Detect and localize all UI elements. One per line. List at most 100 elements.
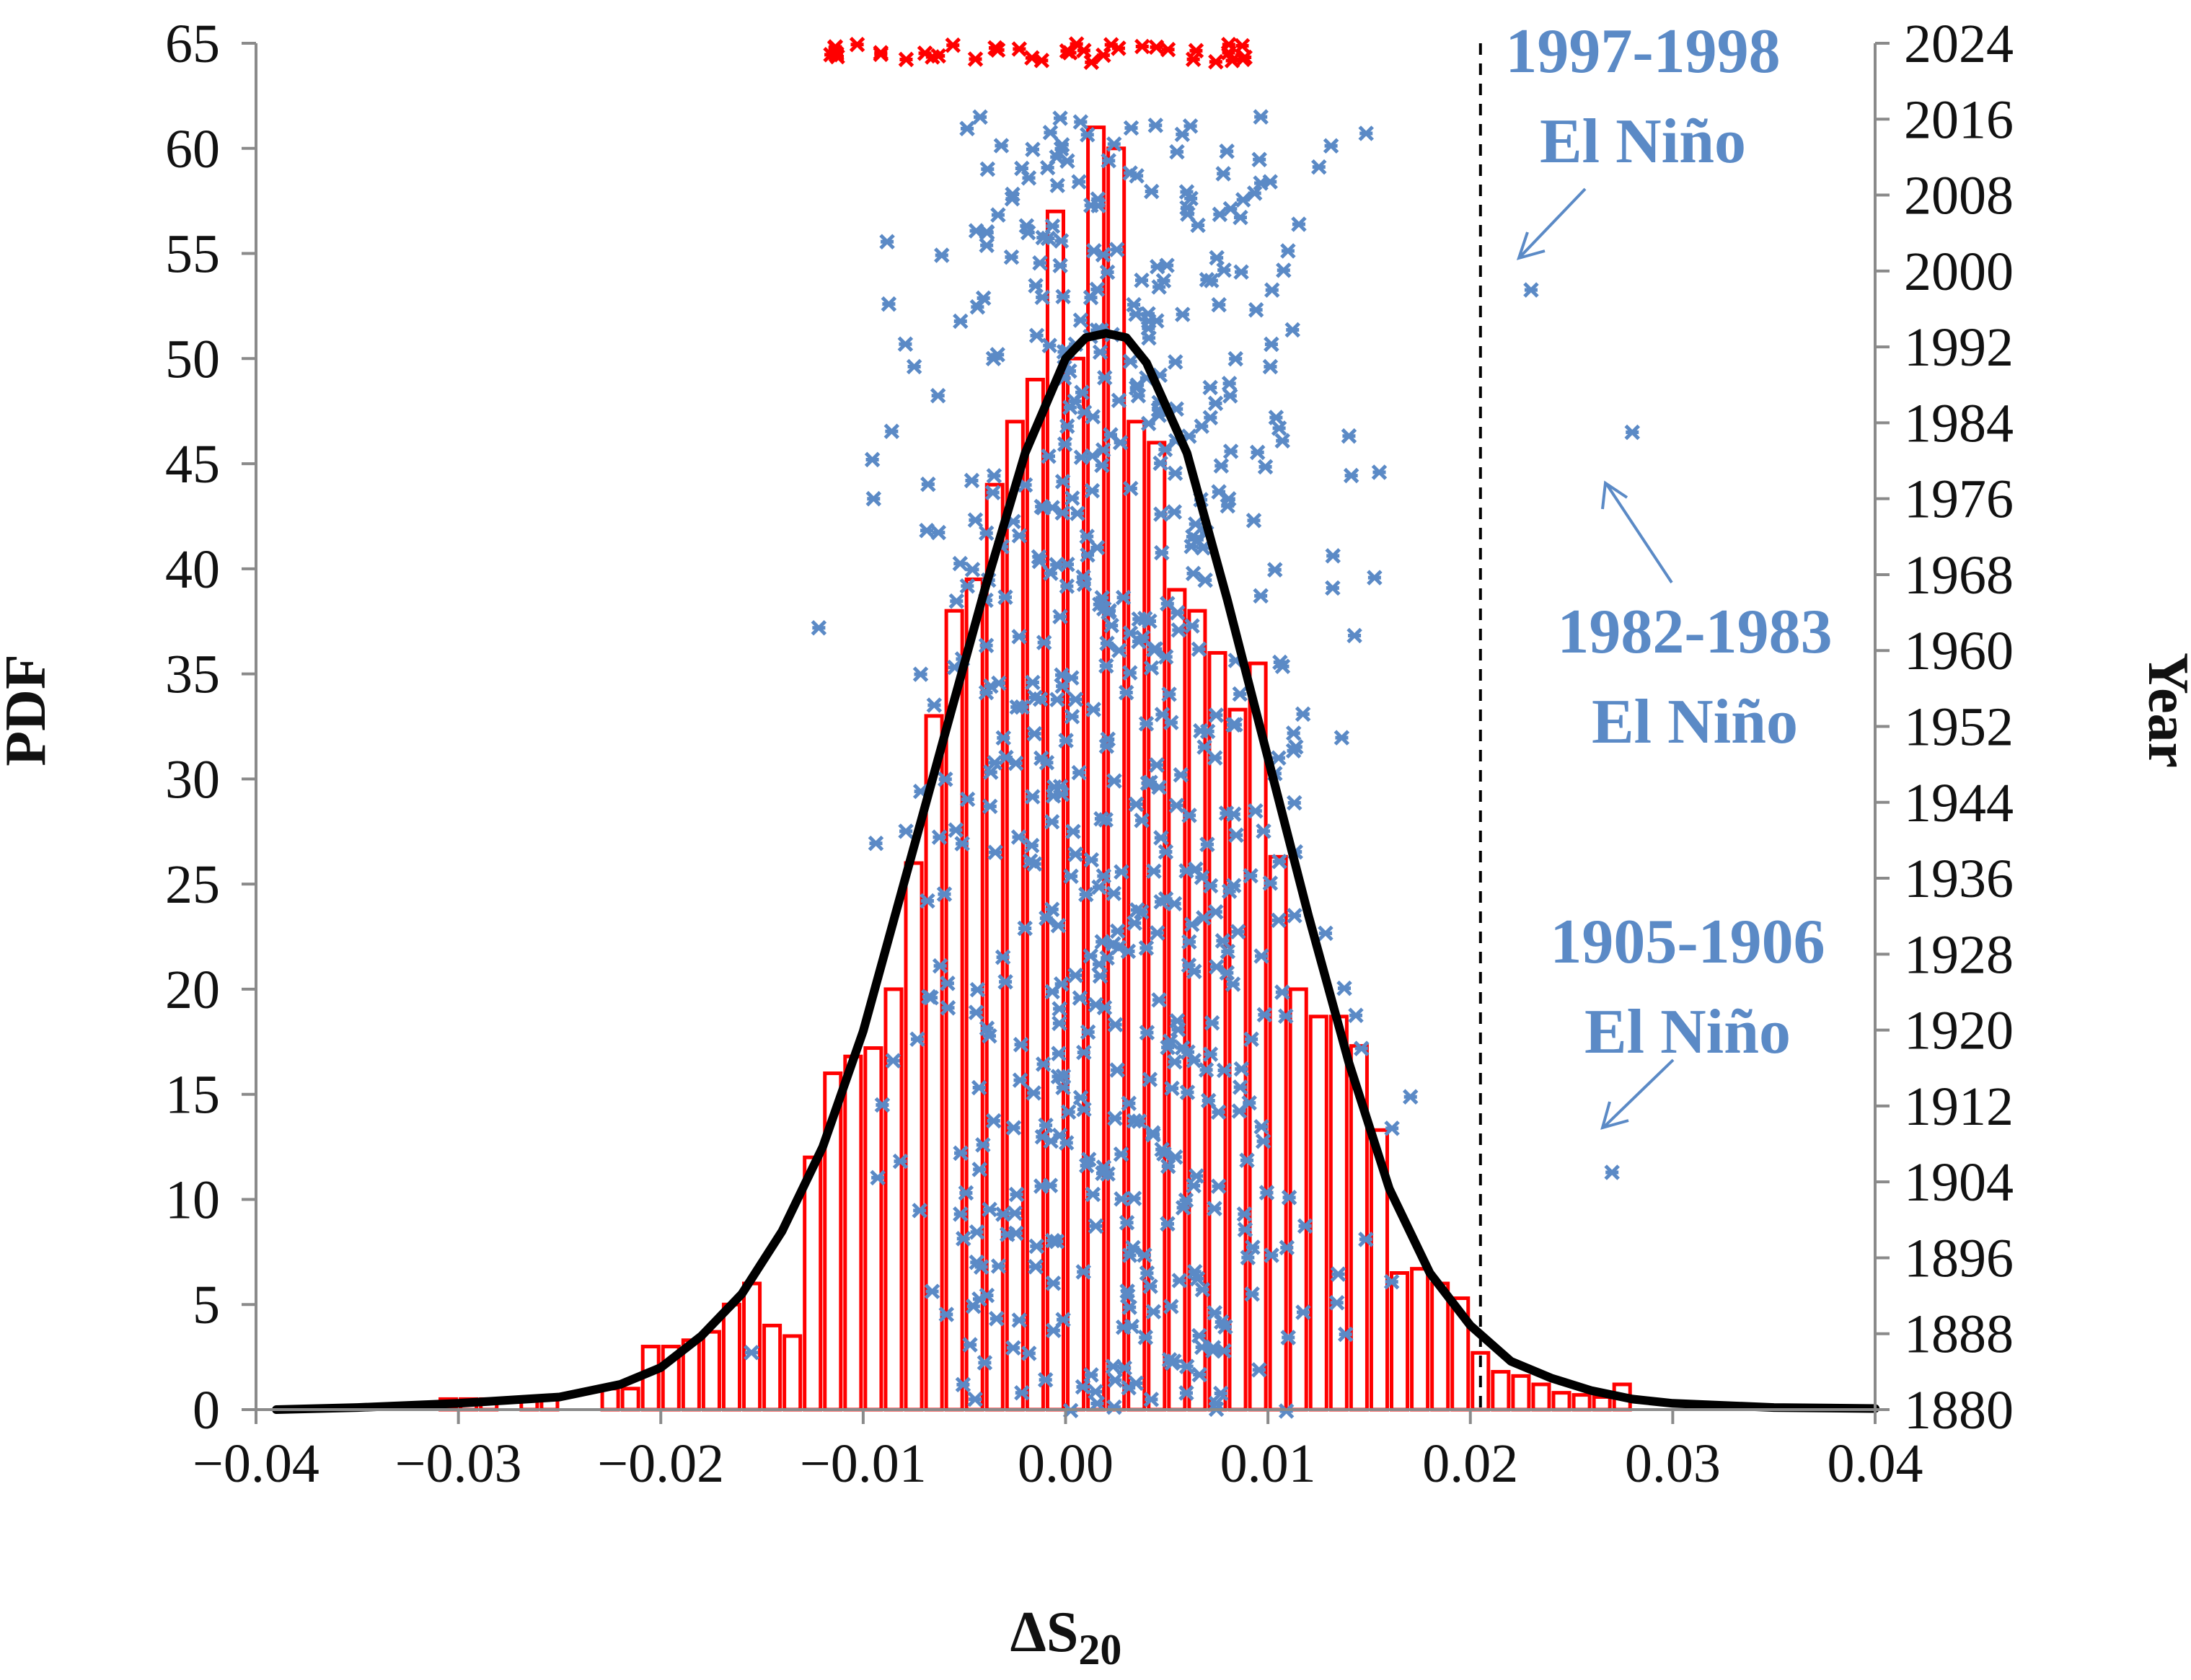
scatter-point [1185, 565, 1202, 582]
scatter-point [865, 490, 882, 507]
scatter-point [1325, 548, 1341, 564]
scatter-point [1072, 990, 1088, 1006]
scatter-point [1052, 257, 1068, 274]
scatter-point [1012, 1072, 1028, 1088]
scatter-point [1106, 1399, 1122, 1415]
y-left-label: PDF [0, 654, 58, 766]
scatter-point [1256, 1007, 1273, 1023]
hist-bar [1167, 588, 1187, 1412]
scatter-point [1044, 1232, 1061, 1249]
scatter-point [1038, 1117, 1054, 1133]
scatter-point [979, 237, 995, 254]
scatter-point [1122, 480, 1139, 497]
scatter-point [811, 620, 827, 636]
y-left-tick-label: 45 [165, 434, 220, 495]
scatter-point [1253, 1119, 1269, 1135]
scatter-point [1204, 1014, 1220, 1031]
scatter-point [969, 1224, 985, 1240]
y-right-tick-label: 1968 [1904, 545, 2014, 606]
scatter-point [1167, 1149, 1183, 1165]
scatter-point [1264, 336, 1279, 353]
scatter-point [1022, 853, 1039, 869]
scatter-point [1063, 868, 1079, 885]
scatter-point [1249, 444, 1266, 461]
scatter-point [1343, 467, 1359, 484]
scatter-point [1179, 1084, 1196, 1100]
scatter-point [1134, 629, 1151, 646]
scatter-point [1213, 458, 1230, 474]
scatter-point [1222, 388, 1238, 404]
scatter-point [1017, 920, 1033, 937]
scatter-point [1216, 262, 1232, 278]
tick-labels: −0.04 −0.03 −0.02 −0.01 0.00 0.01 0.02 0.03 0.04… [165, 14, 2014, 1494]
scatter-point [1138, 940, 1155, 956]
scatter-point [1197, 572, 1213, 588]
scatter-point-recent [1224, 53, 1240, 68]
scatter-point [934, 247, 950, 263]
scatter-point [1085, 1186, 1101, 1203]
scatter-point [1149, 259, 1165, 275]
scatter-point [892, 1153, 909, 1170]
x-tick-label: −0.01 [800, 1433, 927, 1494]
scatter-point [1402, 1089, 1419, 1105]
scatter-point [1143, 660, 1160, 676]
scatter-point [1271, 912, 1287, 929]
scatter-point [1155, 273, 1172, 289]
y-left-tick-label: 60 [165, 119, 220, 180]
scatter-point [1154, 544, 1170, 561]
scatter-point [1209, 959, 1225, 975]
scatter-point [967, 512, 984, 529]
scatter-point [1248, 302, 1264, 318]
scatter-point [989, 347, 1005, 363]
scatter-point [968, 1004, 984, 1020]
scatter-point [1055, 1312, 1071, 1328]
scatter-point [1169, 1013, 1186, 1029]
scatter-point [1076, 1044, 1092, 1061]
scatter-point [1024, 789, 1041, 805]
scatter-point [1043, 565, 1059, 581]
scatter-point [1113, 1146, 1129, 1162]
scatter-point [1253, 175, 1269, 191]
hist-bar [1491, 1370, 1511, 1412]
scatter-point [959, 791, 976, 808]
y-right-tick-label: 1912 [1904, 1076, 2014, 1137]
scatter-point [1049, 557, 1064, 572]
scatter-point [959, 578, 976, 594]
scatter-point-recent [1220, 45, 1237, 61]
annotation-1982-years: 1982-1983 [1557, 597, 1832, 667]
hist-bar [1268, 854, 1288, 1412]
scatter-point [997, 589, 1013, 605]
scatter-point [1114, 864, 1129, 880]
scatter-point [1160, 596, 1176, 611]
scatter-point [906, 358, 922, 375]
scatter-point [1199, 836, 1215, 852]
scatter-point [1146, 642, 1162, 658]
scatter-point [936, 886, 953, 902]
scatter-point [1142, 613, 1158, 629]
y-right-tick-label: 1944 [1904, 773, 2014, 834]
hist-bar [1571, 1393, 1592, 1412]
scatter-point [1245, 1239, 1261, 1255]
scatter-point [1053, 976, 1070, 992]
scatter-point [1052, 779, 1069, 795]
scatter-point [971, 1291, 987, 1307]
scatter-point-recent [967, 51, 984, 67]
scatter-point [1271, 420, 1287, 436]
scatter-point-recent [1160, 41, 1176, 58]
scatter-point [982, 798, 998, 815]
y-left-tick-label: 65 [165, 14, 220, 74]
scatter-point [1008, 1186, 1025, 1203]
scatter-point [1126, 1190, 1142, 1206]
scatter-point [919, 523, 935, 539]
scatter-point [1182, 118, 1199, 134]
scatter-point [1020, 1345, 1037, 1361]
hist-bar [1390, 1271, 1410, 1412]
scatter-point [1034, 289, 1050, 306]
scatter-point [1209, 249, 1225, 266]
scatter-point [1096, 868, 1112, 884]
y-left-tick-label: 40 [165, 539, 220, 600]
scatter-point [1153, 830, 1169, 846]
scatter-point [1107, 1372, 1124, 1388]
scatter-point [1219, 143, 1235, 159]
scatter-point [971, 1162, 987, 1177]
